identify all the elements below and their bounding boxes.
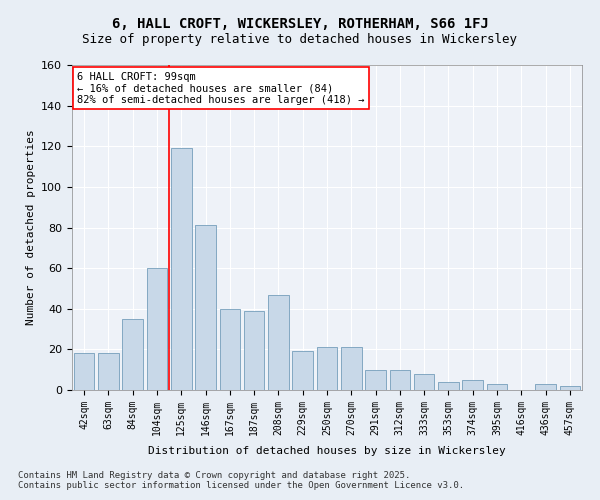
Bar <box>389 370 410 390</box>
X-axis label: Distribution of detached houses by size in Wickersley: Distribution of detached houses by size … <box>148 446 506 456</box>
Bar <box>463 380 483 390</box>
Y-axis label: Number of detached properties: Number of detached properties <box>26 130 35 326</box>
Bar <box>146 268 167 390</box>
Text: Contains HM Land Registry data © Crown copyright and database right 2025.
Contai: Contains HM Land Registry data © Crown c… <box>18 470 464 490</box>
Bar <box>220 308 240 390</box>
Text: 6 HALL CROFT: 99sqm
← 16% of detached houses are smaller (84)
82% of semi-detach: 6 HALL CROFT: 99sqm ← 16% of detached ho… <box>77 72 365 104</box>
Bar <box>171 148 191 390</box>
Bar <box>438 382 459 390</box>
Bar <box>560 386 580 390</box>
Text: 6, HALL CROFT, WICKERSLEY, ROTHERHAM, S66 1FJ: 6, HALL CROFT, WICKERSLEY, ROTHERHAM, S6… <box>112 18 488 32</box>
Bar <box>74 354 94 390</box>
Text: Size of property relative to detached houses in Wickersley: Size of property relative to detached ho… <box>83 32 517 46</box>
Bar <box>98 354 119 390</box>
Bar <box>487 384 508 390</box>
Bar <box>414 374 434 390</box>
Bar <box>244 311 265 390</box>
Bar <box>195 226 216 390</box>
Bar <box>341 348 362 390</box>
Bar <box>268 294 289 390</box>
Bar <box>122 319 143 390</box>
Bar <box>292 352 313 390</box>
Bar <box>365 370 386 390</box>
Bar <box>317 348 337 390</box>
Bar <box>535 384 556 390</box>
